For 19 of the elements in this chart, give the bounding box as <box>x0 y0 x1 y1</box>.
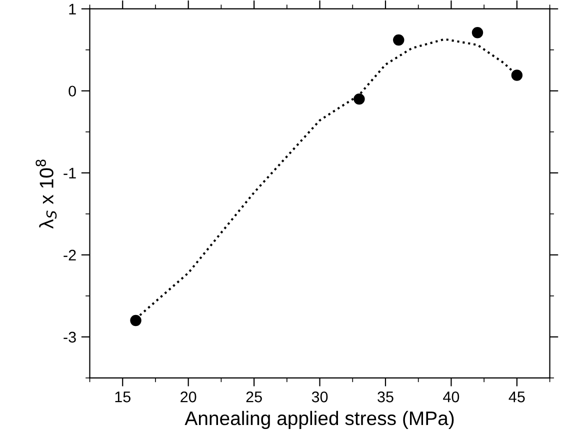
y-axis-title: λ$_{S}$ x 10$^{8}$ <box>36 160 57 229</box>
y-tick-label: 1 <box>69 4 76 14</box>
point <box>472 27 484 38</box>
point <box>354 93 365 105</box>
x-tick-label: 45 <box>508 392 525 402</box>
x-tick-label: 15 <box>115 392 130 402</box>
x-tick-label: 40 <box>443 392 460 402</box>
x-axis-title: Annealing applied stress (MPa) <box>184 410 454 430</box>
x-tick-label: 20 <box>180 392 196 402</box>
point <box>511 70 523 81</box>
x-tick-label: 25 <box>246 392 262 402</box>
point <box>130 314 142 326</box>
y-tick-label: -2 <box>64 250 76 260</box>
x-tick-label: 30 <box>312 392 328 402</box>
y-tick-label: 0 <box>68 86 76 97</box>
x-tick-label: 35 <box>378 392 394 402</box>
y-tick-label: -1 <box>64 168 76 178</box>
y-tick-label: -3 <box>64 332 76 343</box>
point <box>393 34 404 46</box>
